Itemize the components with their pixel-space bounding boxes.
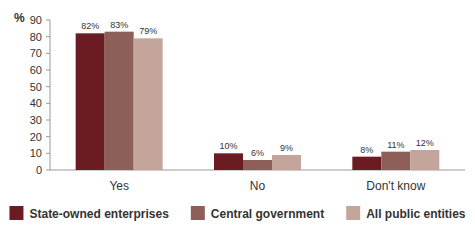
y-tick: [46, 136, 50, 137]
data-label: 8%: [360, 145, 373, 155]
y-tick-label: 30: [30, 114, 42, 126]
data-label: 12%: [416, 138, 434, 148]
y-tick: [46, 153, 50, 154]
legend-label: State-owned enterprises: [29, 207, 169, 221]
bar: [76, 33, 105, 170]
legend-swatch: [191, 206, 205, 220]
data-label: 9%: [280, 143, 293, 153]
x-tick-label: Don't know: [366, 179, 425, 193]
x-tick-label: Yes: [109, 179, 129, 193]
bar: [105, 32, 134, 170]
y-tick: [46, 36, 50, 37]
y-tick: [46, 170, 50, 171]
legend-label: All public entities: [366, 207, 466, 221]
legend-swatch: [9, 206, 23, 220]
y-tick: [46, 20, 50, 21]
legend-label: Central government: [211, 207, 324, 221]
y-axis-label: %: [14, 11, 25, 25]
y-tick: [46, 53, 50, 54]
y-tick: [46, 70, 50, 71]
bar: [272, 155, 301, 170]
bar: [214, 153, 243, 170]
y-tick-label: 90: [30, 14, 42, 26]
bar: [243, 160, 272, 170]
y-tick: [46, 103, 50, 104]
data-label: 79%: [139, 26, 157, 36]
bar: [134, 38, 163, 170]
y-tick: [46, 120, 50, 121]
y-tick-label: 50: [30, 81, 42, 93]
data-label: 10%: [219, 141, 237, 151]
chart: % 0 10 20 30 40 50 60 70 80 90 82% 83% 79% 10% 6% 9% 8% 11…: [0, 0, 475, 242]
data-labels: 82% 83% 79% 10% 6% 9% 8% 11% 12%: [81, 20, 434, 158]
y-tick-label: 0: [36, 164, 42, 176]
data-label: 83%: [110, 20, 128, 30]
legend-swatch: [346, 206, 360, 220]
bar: [352, 157, 381, 170]
bar: [381, 152, 410, 170]
y-axis: [50, 20, 51, 170]
y-tick: [46, 86, 50, 87]
y-tick-label: 80: [30, 31, 42, 43]
x-tick-label: No: [250, 179, 266, 193]
data-label: 11%: [387, 140, 404, 150]
data-label: 6%: [251, 148, 264, 158]
bar: [410, 150, 439, 170]
y-tick-label: 10: [30, 147, 42, 159]
legend: State-owned enterprises Central governmen…: [9, 206, 465, 221]
y-tick-label: 60: [30, 64, 42, 76]
data-label: 82%: [81, 21, 99, 31]
y-tick-label: 70: [30, 47, 42, 59]
y-tick-label: 40: [30, 97, 42, 109]
y-tick-label: 20: [30, 131, 42, 143]
bars: [76, 32, 440, 170]
